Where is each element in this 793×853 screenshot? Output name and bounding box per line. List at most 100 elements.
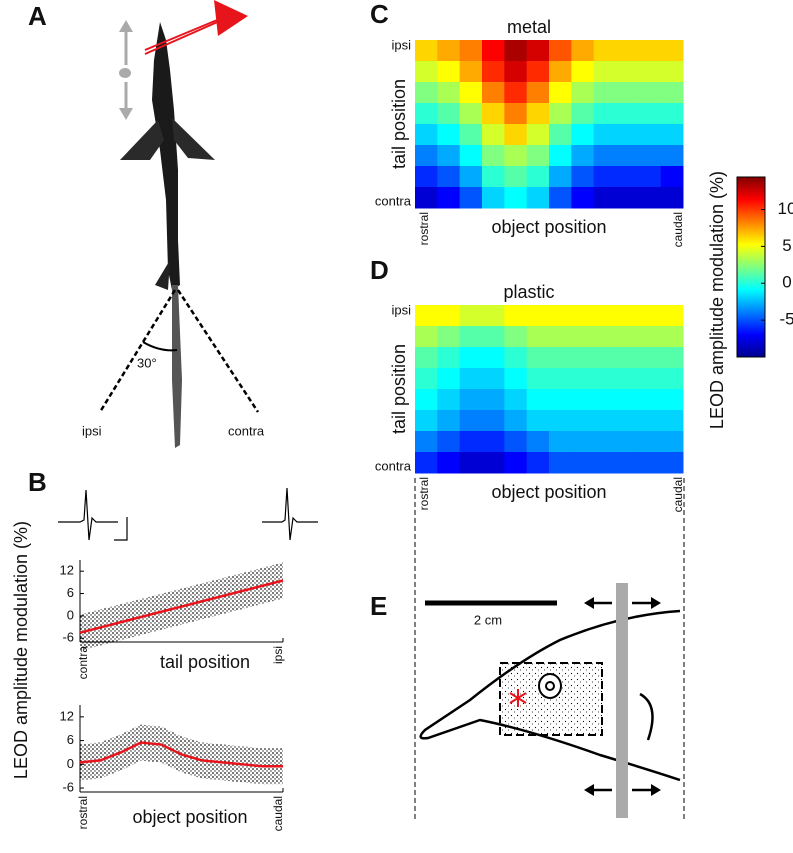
heatmap-cell	[504, 82, 528, 104]
heatmap-cell	[549, 40, 572, 62]
heatmap-cell	[504, 431, 528, 453]
x-axis-label: tail position	[160, 652, 250, 672]
heatmap-cell	[437, 40, 461, 62]
heatmap-cell	[459, 347, 483, 369]
heatmap-cell	[437, 103, 461, 125]
heatmap-cell	[415, 326, 438, 348]
x-axis-label: object position	[132, 807, 247, 827]
heatmap-cell	[482, 40, 505, 62]
y-axis-label: tail position	[389, 344, 409, 434]
heatmap-cell	[616, 431, 639, 453]
heatmap-cell	[459, 40, 483, 62]
colorbar	[736, 176, 766, 358]
heatmap-cell	[526, 347, 550, 369]
heatmap-cell	[593, 305, 617, 327]
heatmap-cell	[482, 326, 505, 348]
heatmap-cell	[437, 326, 461, 348]
heatmap-cell	[459, 431, 483, 453]
heatmap-cell	[660, 40, 684, 62]
heatmap-cell	[593, 389, 617, 411]
heatmap-cell	[571, 431, 595, 453]
heatmap-cell	[526, 82, 550, 104]
colorbar-label: LEOD amplitude modulation (%)	[707, 171, 727, 429]
heatmap-cell	[638, 389, 662, 411]
heatmap-cell	[660, 410, 684, 432]
heatmap-cell	[593, 166, 617, 188]
heatmap-cell	[415, 187, 438, 209]
heatmap-cell	[616, 145, 639, 167]
heatmap-cell	[415, 145, 438, 167]
heatmap-cell	[549, 431, 572, 453]
heatmap-cell	[638, 40, 662, 62]
heatmap-cell	[482, 124, 505, 146]
y-axis-label: tail position	[389, 79, 409, 169]
heatmap-cell	[437, 82, 461, 104]
heatmap-cell	[571, 82, 595, 104]
heatmap-cell	[571, 124, 595, 146]
heatmap-cell	[415, 40, 438, 62]
heatmap-cell	[437, 124, 461, 146]
heatmap-cell	[638, 124, 662, 146]
heatmap-cell	[616, 305, 639, 327]
colorbar-tick-label: -5	[779, 310, 793, 329]
heatmap-cell	[571, 305, 595, 327]
ipsi-label: ipsi	[82, 423, 102, 438]
heatmap-title: plastic	[503, 282, 554, 302]
heatmap-cell	[415, 103, 438, 125]
heatmap-cell	[549, 166, 572, 188]
heatmap-cell	[415, 389, 438, 411]
colorbar-tick-label: 5	[782, 236, 791, 255]
heatmap-cell	[459, 305, 483, 327]
y-tick-label: 6	[67, 732, 74, 747]
heatmap-cell	[437, 305, 461, 327]
heatmap-cell	[415, 305, 438, 327]
heatmap-cell	[571, 389, 595, 411]
heatmap-cell	[638, 103, 662, 125]
heatmap-cell	[549, 326, 572, 348]
heatmap-cell	[459, 452, 483, 474]
heatmap-cell	[415, 368, 438, 390]
heatmap-cell	[526, 145, 550, 167]
heatmap-cell	[660, 389, 684, 411]
x-end-label: caudal	[671, 477, 685, 512]
heatmap-cell	[526, 368, 550, 390]
heatmap-cell	[415, 452, 438, 474]
heatmap-cell	[504, 305, 528, 327]
heatmap-cell	[593, 61, 617, 83]
heatmap-cell	[459, 410, 483, 432]
heatmap-cell	[459, 103, 483, 125]
heatmap-cell	[616, 103, 639, 125]
heatmap-cell	[660, 368, 684, 390]
heatmap-cell	[616, 326, 639, 348]
heatmap-cell	[415, 410, 438, 432]
heatmap-cell	[571, 61, 595, 83]
heatmap-cell	[638, 187, 662, 209]
contra-label: contra	[228, 423, 265, 438]
heatmap-cell	[526, 389, 550, 411]
heatmap-cell	[660, 124, 684, 146]
heatmap-cell	[459, 187, 483, 209]
heatmap-cell	[571, 103, 595, 125]
heatmap-cell	[482, 452, 505, 474]
heatmap-cell	[504, 347, 528, 369]
heatmap-cell	[660, 103, 684, 125]
heatmap-cell	[504, 410, 528, 432]
heatmap-cell	[459, 389, 483, 411]
heatmap-cell	[459, 326, 483, 348]
angle-label: 30°	[137, 355, 157, 370]
x-tick-label: contra	[76, 646, 90, 680]
heatmap-cell	[593, 452, 617, 474]
heatmap-cell	[571, 368, 595, 390]
heatmap-cell	[616, 410, 639, 432]
heatmap-cell	[549, 82, 572, 104]
heatmap-cell	[526, 187, 550, 209]
heatmap-cell	[504, 124, 528, 146]
heatmap-cell	[638, 305, 662, 327]
x-axis-label: object position	[491, 217, 606, 237]
heatmap-cell	[437, 452, 461, 474]
y-tick-label: 12	[60, 563, 74, 578]
heatmap-cell	[616, 124, 639, 146]
heatmap-cell	[504, 103, 528, 125]
heatmap-cell	[482, 187, 505, 209]
